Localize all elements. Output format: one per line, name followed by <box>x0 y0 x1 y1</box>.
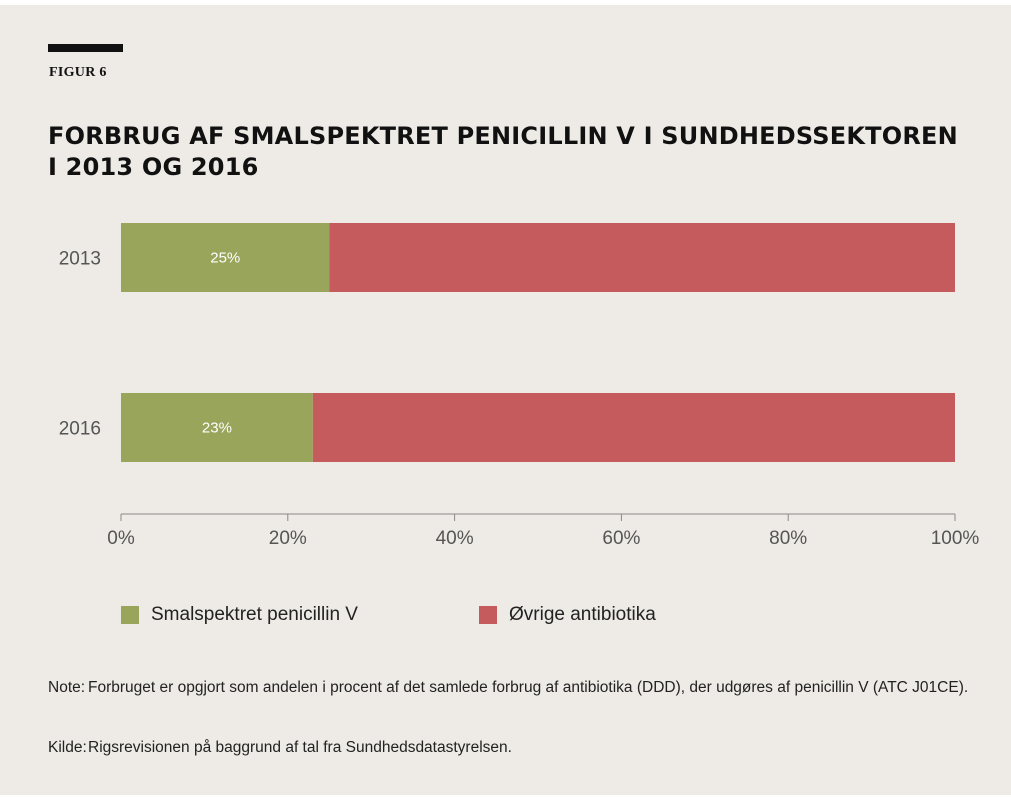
bar-2016-series-0 <box>121 393 313 462</box>
chart-title: FORBRUG AF SMALSPEKTRET PENICILLIN V I S… <box>48 122 958 181</box>
bar-2013-series-1 <box>329 223 955 292</box>
note-label: Note: <box>48 679 86 696</box>
category-label-2013: 2013 <box>59 249 101 270</box>
x-tick-label: 20% <box>269 528 307 549</box>
x-tick-label: 0% <box>107 528 135 549</box>
data-label-2016: 23% <box>202 420 232 437</box>
legend-label-other: Øvrige antibiotika <box>509 604 656 625</box>
legend-label-penicillin: Smalspektret penicillin V <box>151 604 358 625</box>
legend-swatch-penicillin <box>121 606 139 624</box>
figure-rule <box>48 44 123 52</box>
x-tick-label: 100% <box>931 528 980 549</box>
source-text: Rigsrevisionen på baggrund af tal fra Su… <box>88 739 512 756</box>
data-label-2013: 25% <box>210 250 240 267</box>
figure-label: FIGUR 6 <box>49 65 107 80</box>
chart-note: Note: Forbruget er opgjort som andelen i… <box>48 676 988 700</box>
legend-item-other: Øvrige antibiotika <box>479 604 656 626</box>
category-label-2016: 2016 <box>59 419 101 440</box>
x-tick-label: 80% <box>769 528 807 549</box>
legend-item-penicillin: Smalspektret penicillin V <box>121 604 358 626</box>
x-tick-label: 40% <box>436 528 474 549</box>
note-text: Forbruget er opgjort som andelen i proce… <box>88 679 969 696</box>
legend-swatch-other <box>479 606 497 624</box>
source-label: Kilde: <box>48 739 87 756</box>
chart-source: Kilde: Rigsrevisionen på baggrund af tal… <box>48 736 988 760</box>
bar-2016-series-1 <box>312 393 955 462</box>
bar-2013-series-0 <box>121 223 330 292</box>
x-tick-label: 60% <box>602 528 640 549</box>
